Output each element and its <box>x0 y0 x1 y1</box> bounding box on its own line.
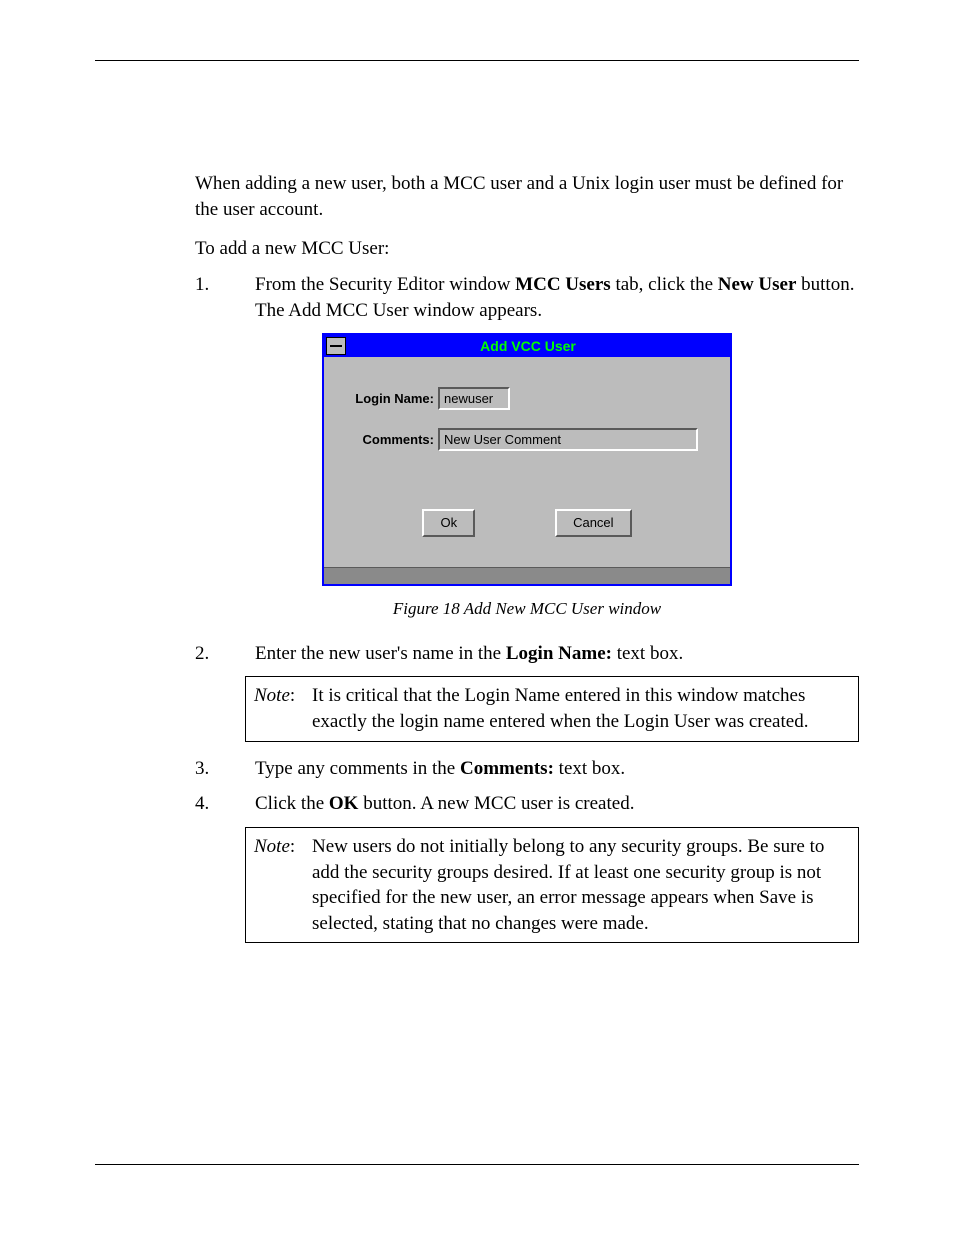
note-text: It is critical that the Login Name enter… <box>312 683 850 734</box>
steps-list: 1. From the Security Editor window MCC U… <box>195 272 859 323</box>
note-box-2: Note: New users do not initially belong … <box>245 827 859 944</box>
figure-container: Add VCC User Login Name: Comments: Ok Ca… <box>195 333 859 620</box>
dialog-body: Login Name: Comments: Ok Cancel <box>324 357 730 567</box>
note-box-1: Note: It is critical that the Login Name… <box>245 676 859 741</box>
step-number: 3. <box>195 756 255 782</box>
comments-row: Comments: <box>344 428 710 451</box>
step-number: 1. <box>195 272 255 323</box>
note-label: Note: <box>254 834 312 937</box>
login-name-row: Login Name: <box>344 387 710 410</box>
lead-paragraph: To add a new MCC User: <box>195 236 859 262</box>
bottom-rule <box>95 1164 859 1165</box>
ok-button[interactable]: Ok <box>422 509 475 537</box>
intro-paragraph: When adding a new user, both a MCC user … <box>195 171 859 222</box>
add-user-dialog: Add VCC User Login Name: Comments: Ok Ca… <box>322 333 732 586</box>
step-2: 2. Enter the new user's name in the Logi… <box>195 641 859 667</box>
login-name-input[interactable] <box>438 387 510 410</box>
bold-text: Comments: <box>460 758 554 779</box>
document-page: When adding a new user, both a MCC user … <box>0 0 954 1235</box>
bold-text: OK <box>329 793 359 814</box>
dialog-titlebar[interactable]: Add VCC User <box>324 335 730 357</box>
bold-text: MCC Users <box>515 274 611 295</box>
bold-text: New User <box>718 274 797 295</box>
content-block: When adding a new user, both a MCC user … <box>195 171 859 943</box>
comments-input[interactable] <box>438 428 698 451</box>
step-number: 4. <box>195 791 255 817</box>
step-body: Enter the new user's name in the Login N… <box>255 641 859 667</box>
steps-list-cont2: 3. Type any comments in the Comments: te… <box>195 756 859 817</box>
bold-text: Login Name: <box>506 643 612 664</box>
top-rule <box>95 60 859 61</box>
step-body: Click the OK button. A new MCC user is c… <box>255 791 859 817</box>
figure-caption: Figure 18 Add New MCC User window <box>393 598 661 621</box>
dialog-title: Add VCC User <box>326 337 730 356</box>
note-text: New users do not initially belong to any… <box>312 834 850 937</box>
comments-label: Comments: <box>344 431 438 449</box>
note-label: Note: <box>254 683 312 734</box>
step-body: Type any comments in the Comments: text … <box>255 756 859 782</box>
step-4: 4. Click the OK button. A new MCC user i… <box>195 791 859 817</box>
step-1: 1. From the Security Editor window MCC U… <box>195 272 859 323</box>
dialog-button-row: Ok Cancel <box>344 469 710 557</box>
step-body: From the Security Editor window MCC User… <box>255 272 859 323</box>
dialog-statusbar <box>324 567 730 584</box>
step-number: 2. <box>195 641 255 667</box>
step-3: 3. Type any comments in the Comments: te… <box>195 756 859 782</box>
steps-list-cont: 2. Enter the new user's name in the Logi… <box>195 641 859 667</box>
cancel-button[interactable]: Cancel <box>555 509 631 537</box>
login-name-label: Login Name: <box>344 390 438 408</box>
